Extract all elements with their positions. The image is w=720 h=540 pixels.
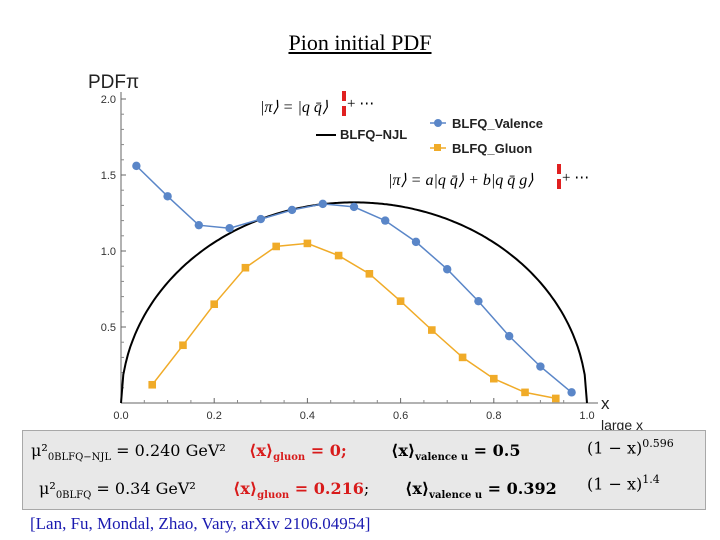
x-tick-label: 0.4 xyxy=(300,410,315,422)
valence-momentum-njl: ⟨x⟩valence u = 0.5 xyxy=(391,441,521,464)
gluon-point xyxy=(365,270,374,278)
red-markers xyxy=(342,91,561,189)
truncation-marker xyxy=(557,164,561,174)
x-tick-label: 1.0 xyxy=(579,410,594,422)
state-annotation-2-dots: + ⋯ xyxy=(562,170,589,186)
x-tick-label: 0.6 xyxy=(393,410,408,422)
y-tick-label: 1.0 xyxy=(101,246,116,258)
legend-valence: BLFQ_Valence xyxy=(452,116,543,131)
gluon-point xyxy=(490,374,498,383)
gluon-point xyxy=(458,353,467,362)
valence-point xyxy=(256,214,265,224)
valence-point xyxy=(349,202,359,212)
gluon-point xyxy=(396,297,405,305)
valence-point xyxy=(163,192,172,201)
legend-gluon: BLFQ_Gluon xyxy=(452,141,532,156)
legend-marker xyxy=(434,119,442,127)
gluon-point xyxy=(521,388,529,397)
njl-curve-group xyxy=(120,201,588,404)
large-x-behavior-blfq: (1 − x)1.4 xyxy=(587,473,660,494)
citation: [Lan, Fu, Mondal, Zhao, Vary, arXiv 2106… xyxy=(30,514,371,533)
valence-point xyxy=(411,237,421,247)
valence-point xyxy=(504,331,514,341)
large-x-behavior-njl: (1 − x)0.596 xyxy=(587,437,674,458)
gluon-momentum-njl: ⟨x⟩gluon = 0; xyxy=(249,441,347,464)
x-tick-label: 0.8 xyxy=(486,410,501,422)
state-annotation-1: |π⟩ = |q q̄⟩ xyxy=(260,99,329,116)
valence-point xyxy=(536,362,545,371)
x-tick-label: 0.2 xyxy=(207,410,222,422)
state-annotation-1-dots: + ⋯ xyxy=(347,96,374,112)
valence-point xyxy=(381,216,390,225)
valence-point xyxy=(318,199,327,209)
gluon-momentum-blfq: ⟨x⟩gluon = 0.216; xyxy=(233,479,370,502)
mu-blfq: μ²0BLFQ = 0.34 GeV² xyxy=(39,479,196,502)
series-group xyxy=(132,161,576,403)
gluon-point xyxy=(179,341,187,350)
truncation-marker xyxy=(342,106,346,116)
gluon-point xyxy=(551,394,560,403)
x-tick-label: 0.0 xyxy=(113,410,128,422)
valence-point xyxy=(443,265,452,274)
y-tick-label: 1.5 xyxy=(101,170,116,182)
njl-curve xyxy=(120,201,588,404)
gluon-point xyxy=(272,242,280,251)
gluon-point xyxy=(428,326,436,334)
y-axis-label: PDFπ xyxy=(88,72,139,93)
gluon-point xyxy=(148,380,157,389)
valence-point xyxy=(567,388,576,397)
x-axis-label: x xyxy=(601,394,610,413)
truncation-marker xyxy=(557,179,561,189)
valence-point xyxy=(225,224,234,233)
chart-axes: 0.0 0.2 0.4 0.6 0.8 1.0 0.5 1.0 1.5 2.0 xyxy=(101,92,598,422)
large-x-label: large x xyxy=(601,417,643,433)
state-annotation-2: |π⟩ = a|q q̄⟩ + b|q q̄ g⟩ xyxy=(388,172,534,189)
gluon-point xyxy=(303,239,312,248)
equation-box: μ²0BLFQ−NJL = 0.240 GeV² ⟨x⟩gluon = 0; ⟨… xyxy=(22,430,706,510)
valence-line xyxy=(135,165,573,393)
chart-legend: BLFQ_Valence BLFQ–NJL BLFQ_Gluon xyxy=(316,116,543,156)
valence-point xyxy=(132,161,141,171)
gluon-point xyxy=(241,263,250,272)
y-tick-label: 2.0 xyxy=(101,94,116,106)
y-tick-label: 0.5 xyxy=(101,322,116,334)
truncation-marker xyxy=(342,91,346,101)
mu-njl: μ²0BLFQ−NJL = 0.240 GeV² xyxy=(31,441,226,464)
gluon-line xyxy=(151,242,556,400)
gluon-point xyxy=(334,251,343,260)
valence-point xyxy=(287,205,297,215)
valence-point xyxy=(194,220,204,230)
legend-njl: BLFQ–NJL xyxy=(340,127,407,142)
valence-momentum-blfq: ⟨x⟩valence u = 0.392 xyxy=(405,479,557,502)
slide-title: Pion initial PDF xyxy=(288,30,432,55)
gluon-point xyxy=(210,300,218,308)
legend-marker xyxy=(434,144,441,151)
valence-point xyxy=(474,296,483,306)
